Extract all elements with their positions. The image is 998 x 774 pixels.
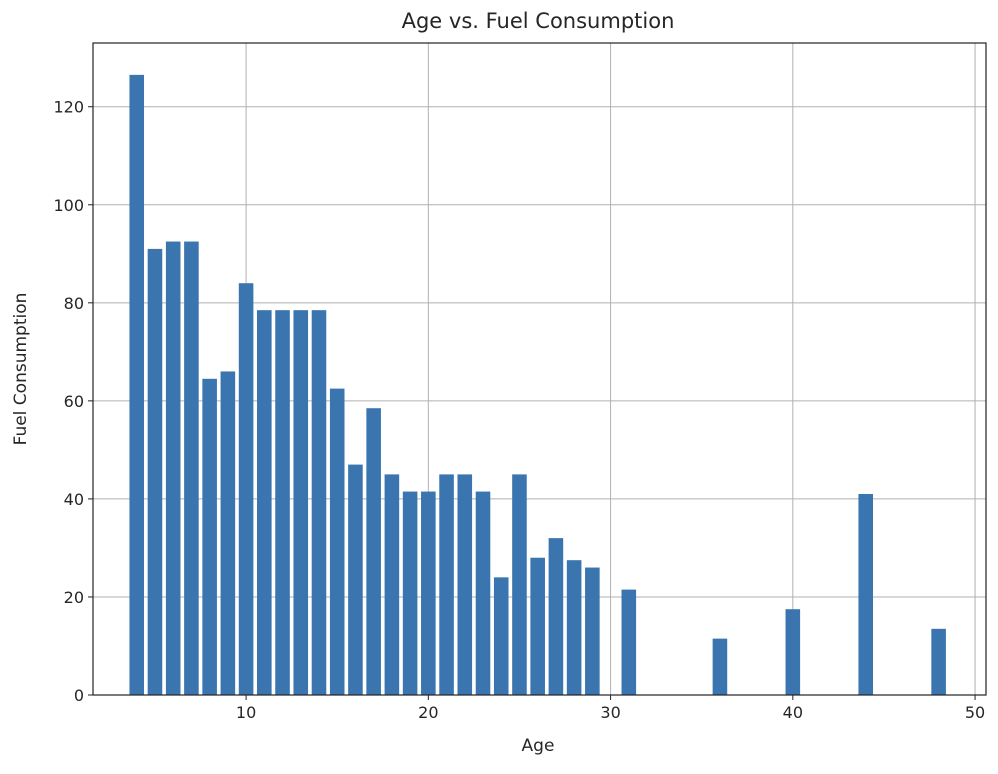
x-axis-label: Age xyxy=(522,736,555,756)
bar xyxy=(566,560,582,695)
bar xyxy=(329,388,345,695)
bar xyxy=(402,491,418,695)
bar xyxy=(621,589,637,695)
bar xyxy=(147,248,163,696)
x-tick-label: 10 xyxy=(236,703,256,722)
y-tick-label: 40 xyxy=(64,490,84,509)
bar xyxy=(384,474,400,695)
bar xyxy=(366,408,381,695)
bar xyxy=(311,310,327,695)
x-tick-label: 50 xyxy=(965,703,985,722)
y-tick-label: 100 xyxy=(53,196,84,215)
chart-title: Age vs. Fuel Consumption xyxy=(402,9,675,33)
y-axis-label: Fuel Consumption xyxy=(11,293,31,446)
bars xyxy=(129,74,946,696)
y-tick-label: 0 xyxy=(74,686,84,705)
x-tick-label: 30 xyxy=(600,703,620,722)
bar xyxy=(858,494,874,695)
bar xyxy=(712,638,728,695)
bar xyxy=(785,609,801,695)
bar xyxy=(512,474,527,695)
bar xyxy=(220,371,236,695)
bar xyxy=(238,283,254,695)
y-tick-label: 20 xyxy=(64,588,84,607)
y-tick-label: 60 xyxy=(64,392,84,411)
bar xyxy=(439,474,454,695)
bar xyxy=(931,628,946,695)
bar xyxy=(184,241,199,695)
bar xyxy=(585,567,600,695)
y-tick-label: 120 xyxy=(53,98,84,117)
bar xyxy=(293,310,309,695)
bar xyxy=(275,310,290,695)
bar xyxy=(475,491,491,695)
bar xyxy=(493,577,509,695)
axis-ticks: 10 20 30 40 50 0 20 40 60 80 100 120 xyxy=(53,98,985,722)
bar xyxy=(257,310,272,695)
x-tick-label: 20 xyxy=(418,703,438,722)
bar xyxy=(202,378,217,695)
bar xyxy=(348,464,363,695)
plot-frame xyxy=(92,42,987,696)
bar xyxy=(530,557,545,695)
bar xyxy=(129,74,145,695)
bar xyxy=(165,241,181,695)
x-tick-label: 40 xyxy=(783,703,803,722)
bar xyxy=(548,538,564,695)
bar xyxy=(457,474,473,695)
bar xyxy=(421,491,436,695)
y-tick-label: 80 xyxy=(64,294,84,313)
